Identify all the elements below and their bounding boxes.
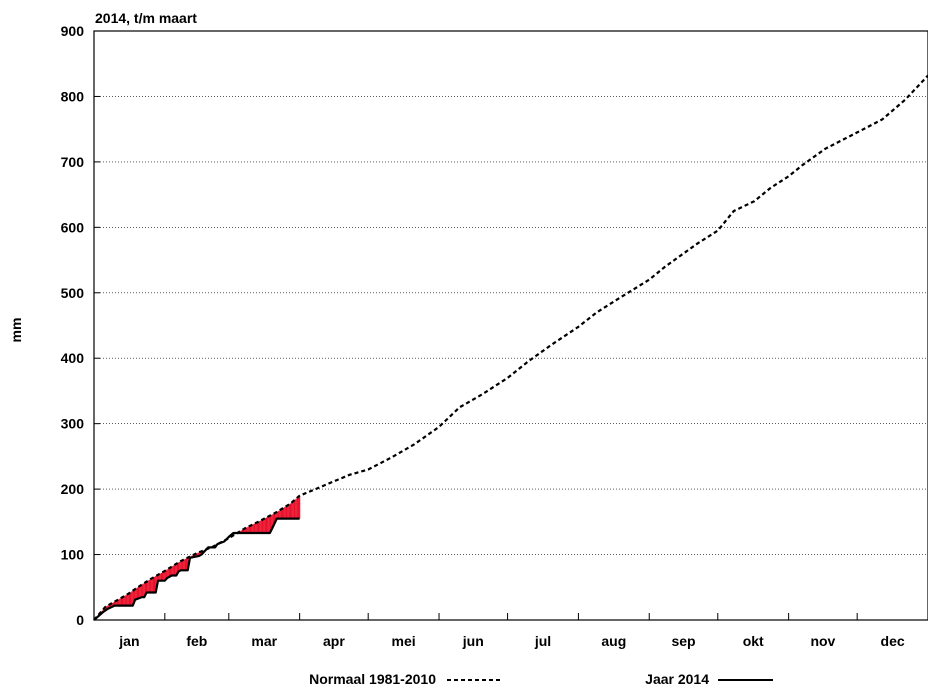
chart-title: 2014, t/m maart — [95, 10, 197, 26]
plot-frame — [93, 30, 928, 621]
y-axis-label: mm — [8, 318, 24, 343]
x-tick-label: mar — [251, 633, 277, 649]
x-tick-label: okt — [743, 633, 764, 649]
x-tick-label: jul — [534, 633, 551, 649]
legend-label-normaal: Normaal 1981-2010 — [309, 671, 436, 686]
gridlines — [94, 96, 928, 555]
x-tick-label: jan — [118, 633, 139, 649]
x-tick-label: apr — [323, 633, 345, 649]
y-tick-label: 200 — [61, 481, 85, 497]
y-tick-label: 300 — [61, 416, 85, 432]
series-line-jaar-2014 — [93, 517, 300, 621]
legend: Normaal 1981-2010 Jaar 2014 — [309, 671, 773, 686]
series-line-normaal-1981-2010 — [93, 74, 928, 621]
x-tick-label: feb — [186, 633, 207, 649]
series-lines — [93, 74, 928, 621]
x-tick-label: nov — [810, 633, 835, 649]
y-tick-label: 600 — [61, 219, 85, 235]
y-tick-label: 400 — [61, 350, 85, 366]
y-tick-label: 100 — [61, 547, 85, 563]
y-tick-label: 800 — [61, 88, 85, 104]
y-tick-label: 0 — [76, 612, 84, 628]
x-tick-label: jun — [462, 633, 484, 649]
legend-label-jaar: Jaar 2014 — [645, 671, 709, 686]
y-tick-label: 900 — [61, 23, 85, 39]
x-tick-label: aug — [601, 633, 626, 649]
x-tick-label: sep — [671, 633, 695, 649]
y-tick-label: 500 — [61, 285, 85, 301]
x-tick-label: dec — [881, 633, 905, 649]
y-tick-label: 700 — [61, 154, 85, 170]
x-tick-label: mei — [392, 633, 416, 649]
x-axis-ticks: jan feb mar apr mei jun jul aug sep okt nov dec — [93, 613, 928, 649]
y-axis-ticks: 0 100 200 300 400 500 600 700 800 900 — [61, 23, 100, 628]
